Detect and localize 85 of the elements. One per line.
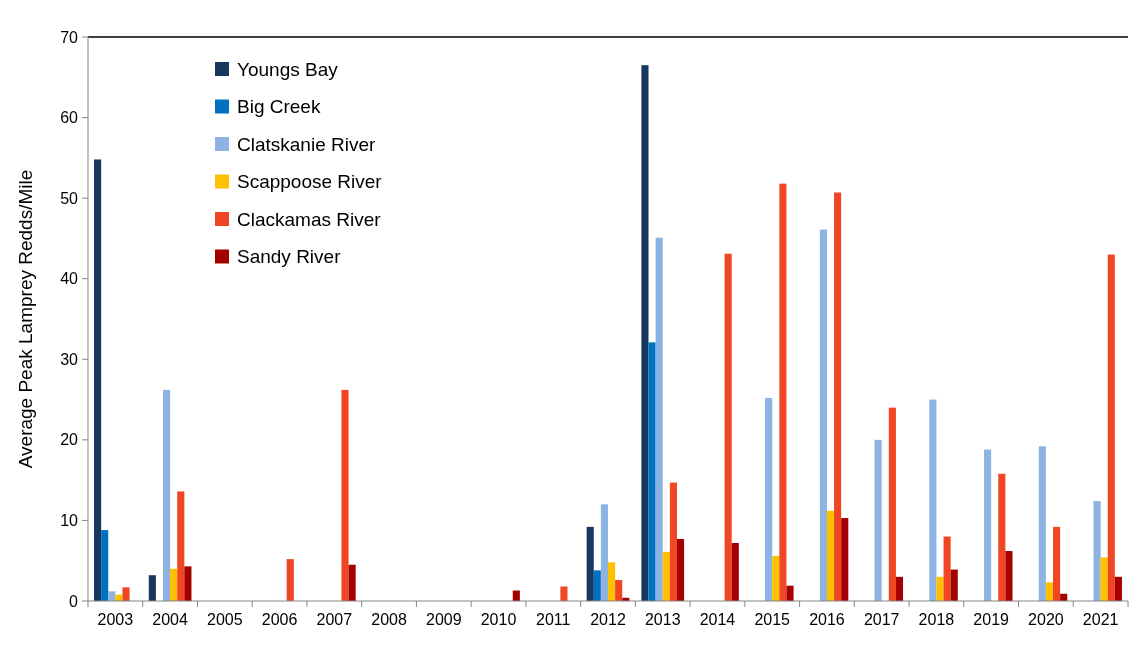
x-tick-label: 2003	[97, 611, 134, 628]
x-tick-label: 2021	[1082, 611, 1119, 628]
legend-label: Youngs Bay	[237, 58, 339, 80]
x-tick-label: 2016	[809, 611, 845, 628]
bar	[1100, 557, 1108, 601]
x-tick-label: 2005	[207, 611, 243, 628]
bar	[560, 586, 568, 601]
y-tick-label: 20	[60, 431, 79, 449]
x-tick-label: 2011	[536, 611, 571, 628]
bar	[676, 538, 685, 601]
y-tick-label: 70	[60, 28, 79, 46]
bar	[641, 65, 649, 601]
bar	[888, 407, 896, 601]
bar	[943, 536, 951, 601]
legend-label: Scappoose River	[237, 171, 383, 193]
y-tick-label: 50	[60, 189, 79, 207]
bar	[655, 237, 663, 601]
y-tick-label: 30	[60, 350, 79, 368]
bar	[841, 518, 849, 601]
bar	[1093, 501, 1101, 601]
bar	[895, 576, 904, 601]
x-tick-label: 2019	[973, 611, 1010, 628]
x-tick-label: 2013	[644, 611, 681, 628]
bar	[94, 159, 102, 601]
x-tick-label: 2008	[371, 611, 407, 628]
bar	[819, 229, 827, 601]
bar	[608, 562, 616, 601]
legend-label: Big Creek	[237, 96, 321, 118]
bar	[341, 389, 349, 601]
bar	[786, 585, 794, 601]
bar	[984, 449, 992, 601]
x-tick-label: 2015	[754, 611, 791, 628]
bar	[929, 399, 937, 601]
x-tick-label: 2010	[480, 611, 517, 628]
bar	[779, 183, 787, 601]
bar	[950, 569, 958, 601]
bar	[286, 559, 294, 601]
bar	[348, 564, 356, 601]
bar	[874, 439, 882, 601]
bar	[615, 580, 623, 601]
x-tick-label: 2007	[316, 611, 353, 628]
bar	[936, 576, 944, 601]
y-tick-label: 40	[60, 270, 79, 288]
bar	[765, 397, 773, 601]
bar	[177, 491, 185, 601]
bar	[122, 587, 130, 601]
bar	[1107, 254, 1115, 601]
bar	[101, 530, 109, 601]
x-tick-label: 2012	[590, 611, 626, 628]
x-tick-label: 2004	[152, 611, 188, 628]
bar	[593, 570, 601, 601]
bar	[108, 591, 116, 601]
bar	[669, 482, 677, 601]
bar	[600, 504, 608, 601]
bar	[148, 575, 156, 601]
bar	[1005, 551, 1013, 601]
bar	[834, 192, 842, 601]
x-tick-label: 2017	[863, 611, 900, 628]
x-tick-label: 2020	[1028, 611, 1064, 628]
x-tick-label: 2009	[425, 611, 462, 628]
bar	[1053, 526, 1061, 601]
bar	[170, 568, 178, 601]
bar	[1045, 582, 1054, 601]
bar	[998, 473, 1006, 601]
y-tick-label: 60	[60, 109, 79, 127]
bar	[826, 510, 835, 601]
bar	[162, 389, 171, 601]
bar	[662, 551, 670, 601]
legend-label: Clackamas River	[237, 208, 382, 230]
x-tick-label: 2014	[699, 611, 736, 628]
y-tick-label: 0	[69, 592, 79, 610]
legend-label: Sandy River	[237, 246, 342, 268]
bar	[648, 342, 656, 601]
y-axis-title: Average Peak Lamprey Redds/Mile	[15, 169, 36, 469]
bar	[1114, 576, 1122, 601]
legend-label: Clatskanie River	[237, 133, 376, 155]
bar	[586, 526, 594, 601]
bar	[184, 566, 192, 601]
bar	[772, 555, 780, 601]
x-tick-label: 2006	[261, 611, 298, 628]
bar	[724, 253, 732, 601]
bar	[731, 542, 739, 601]
y-tick-label: 10	[60, 512, 79, 530]
bar	[1038, 446, 1046, 601]
x-tick-label: 2018	[918, 611, 955, 628]
